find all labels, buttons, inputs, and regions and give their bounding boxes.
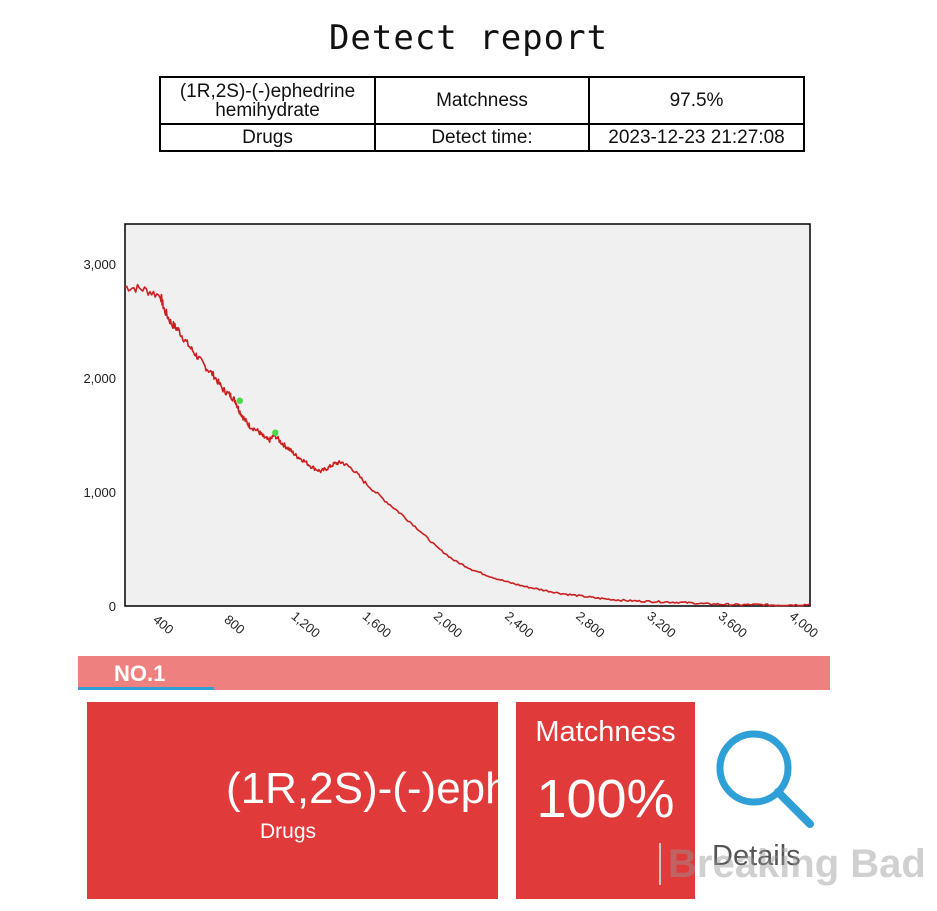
- peak-marker: [236, 397, 243, 404]
- compound-category: Drugs: [260, 820, 317, 843]
- matchness-card-value: 100%: [536, 769, 675, 829]
- summary-row: Drugs Detect time: 2023-12-23 21:27:08: [159, 123, 805, 152]
- x-tick-label: 2,800: [573, 608, 608, 640]
- matchness-value-cell: 97.5%: [588, 75, 805, 126]
- details-button[interactable]: Details: [700, 728, 830, 888]
- spectrum-chart: 0 1,000 2,000 3,000 400 800 1,200 1,600 2,000 2,4…: [66, 200, 846, 655]
- x-tick-label: 3,200: [644, 608, 679, 640]
- rank-tab-indicator: [78, 687, 214, 690]
- result-rank-bar: NO.1: [78, 656, 830, 690]
- summary-row: (1R,2S)-(-)ephedrine hemihydrate Matchne…: [159, 75, 805, 126]
- spectrum-chart-svg: 0 1,000 2,000 3,000 400 800 1,200 1,600 2,000 2,4…: [83, 223, 822, 641]
- spectrum-series-line: [124, 283, 810, 607]
- y-tick-label: 0: [109, 599, 116, 614]
- y-tick-label: 3,000: [83, 257, 116, 272]
- x-tick-label: 2,000: [431, 608, 466, 640]
- peak-marker: [272, 429, 279, 436]
- rank-label: NO.1: [114, 661, 166, 686]
- plot-area: [124, 223, 811, 607]
- matchness-card: Matchness 100%: [516, 702, 695, 899]
- watermark-divider: [659, 843, 661, 885]
- matchness-label-cell: Matchness: [374, 75, 590, 126]
- x-tick-label: 2,400: [502, 608, 537, 640]
- category-cell: Drugs: [159, 123, 376, 152]
- x-tick-label: 400: [150, 612, 176, 637]
- compound-name-cell: (1R,2S)-(-)ephedrine hemihydrate: [159, 75, 376, 126]
- x-tick-label: 1,200: [289, 608, 324, 640]
- details-label: Details: [712, 840, 801, 872]
- x-tick-label: 3,600: [716, 608, 751, 640]
- summary-table: (1R,2S)-(-)ephedrine hemihydrate Matchne…: [159, 75, 805, 152]
- y-tick-label: 1,000: [83, 485, 116, 500]
- x-tick-label: 1,600: [360, 608, 395, 640]
- compound-card[interactable]: (1R,2S)-(-)ephedrine hemihydrate Drugs: [87, 702, 498, 899]
- y-tick-label: 2,000: [83, 371, 116, 386]
- detect-time-label-cell: Detect time:: [374, 123, 590, 152]
- x-tick-label: 4,000: [787, 608, 822, 640]
- compound-name: (1R,2S)-(-)ephedrine hemihydrate: [226, 764, 498, 813]
- watermark: Breaking Bad: [668, 842, 926, 886]
- x-tick-label: 800: [222, 612, 248, 637]
- search-icon: [716, 730, 814, 828]
- matchness-card-label: Matchness: [535, 716, 676, 748]
- detect-time-value-cell: 2023-12-23 21:27:08: [588, 123, 805, 152]
- report-title: Detect report: [328, 18, 609, 58]
